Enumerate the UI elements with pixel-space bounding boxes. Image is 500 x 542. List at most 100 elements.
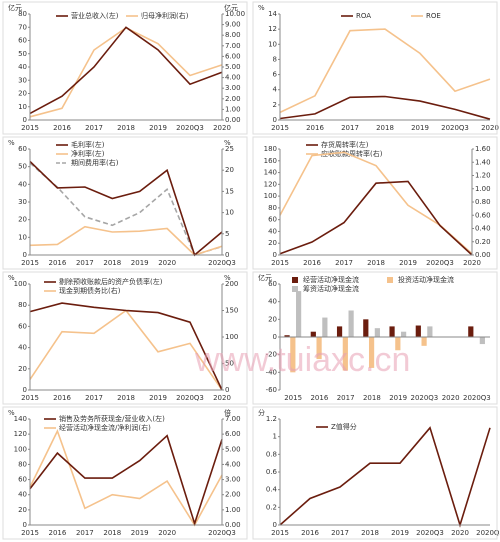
y2-tick-label: 1.60 (475, 145, 491, 153)
panel-frame (2, 136, 248, 270)
panel-frame (252, 406, 498, 540)
panel-frame (252, 1, 498, 135)
x-tick-label: 2019 (131, 259, 149, 267)
panel-frame (2, 271, 248, 405)
bar (389, 326, 395, 337)
x-tick-label: 2020Q3 (426, 259, 454, 267)
x-tick-label: 2020 (451, 529, 469, 537)
y2-tick-label: 0.60 (475, 211, 491, 219)
y-tick-label: 10 (18, 103, 27, 111)
x-tick-label: 2020 (158, 259, 176, 267)
x-tick-label: 2020Q3 (176, 124, 204, 132)
bar (374, 328, 380, 337)
bar (316, 337, 322, 360)
y2-tick-label: 7.00 (225, 415, 241, 423)
bar (427, 326, 433, 337)
x-tick-label: 2016 (49, 529, 67, 537)
x-tick-label: 2017 (76, 529, 94, 537)
bar (421, 337, 427, 346)
panel-frame (2, 1, 248, 135)
y2-tick-label: 8.00 (225, 31, 241, 39)
y-tick-label: 140 (14, 415, 27, 423)
y2-tick-label: 150 (225, 307, 238, 315)
y-tick-label: 0.6 (266, 468, 278, 476)
legend-label: 期间费用率(右) (71, 158, 119, 167)
y-tick-label: 40 (268, 298, 277, 306)
y2-tick-label: 0.00 (475, 251, 491, 259)
line-series (29, 225, 223, 256)
y-tick-label: 80 (18, 460, 27, 468)
x-tick-label: 2020Q3 (208, 259, 236, 267)
x-tick-label: 2015 (271, 529, 289, 537)
x-tick-label: 2020 (463, 259, 481, 267)
y-unit: 亿元 (258, 273, 272, 282)
line-series (29, 434, 223, 527)
y2-unit: % (224, 139, 231, 147)
x-tick-label: 2015 (21, 124, 39, 132)
line-series (279, 180, 473, 256)
y2-tick-label: 3.00 (225, 476, 241, 484)
legend-label: 投资活动净现金流 (398, 275, 454, 284)
y-tick-label: 100 (264, 192, 277, 200)
y2-tick-label: 10.00 (225, 10, 245, 18)
line-series (29, 162, 223, 256)
x-tick-label: 2015 (284, 394, 302, 402)
legend-label: ROA (356, 12, 371, 20)
y-tick-label: 40 (18, 63, 27, 71)
x-tick-label: 2017 (76, 259, 94, 267)
y2-tick-label: 1.00 (225, 506, 241, 514)
y-tick-label: 2 (273, 101, 277, 109)
x-tick-label: 2019 (411, 124, 429, 132)
x-tick-label: 2017 (85, 124, 103, 132)
y-tick-label: 20 (18, 365, 27, 373)
line-series (29, 26, 223, 115)
y2-tick-label: 4.00 (225, 74, 241, 82)
legend-label: 净利率(左) (71, 149, 105, 158)
bar (284, 335, 290, 337)
y2-tick-label: 100 (225, 333, 238, 341)
y2-tick-label: 3.00 (225, 84, 241, 92)
y2-tick-label: 5.00 (225, 445, 241, 453)
legend-label: 销售及劳务所获现金/营业收入(左) (59, 414, 165, 423)
y-unit: 分 (258, 408, 265, 417)
y-tick-label: 14 (268, 10, 277, 18)
y-tick-label: 50 (18, 163, 27, 171)
bar (348, 310, 354, 337)
line-series (279, 151, 473, 255)
legend-label: ROE (426, 12, 441, 20)
bar (368, 337, 375, 368)
y-tick-label: 0 (273, 251, 277, 259)
legend-label: 经营活动净现金流/净利润(右) (59, 423, 151, 432)
x-tick-label: 2016 (49, 259, 67, 267)
legend-label: 应收账款周转率(右) (321, 149, 383, 158)
y-tick-label: 0.2 (266, 503, 277, 511)
x-tick-label: 2015 (21, 259, 39, 267)
y-tick-label: 0 (23, 251, 27, 259)
y2-tick-label: 1.00 (225, 105, 241, 113)
y2-tick-label: 15 (225, 187, 234, 195)
y2-tick-label: 5 (225, 230, 229, 238)
legend-swatch (292, 277, 298, 283)
x-tick-label: 2020 (442, 394, 460, 402)
bar (415, 325, 421, 337)
y-tick-label: 0.8 (266, 450, 277, 458)
y-tick-label: 80 (268, 204, 277, 212)
y-tick-label: 180 (264, 145, 277, 153)
y2-tick-label: 2.00 (225, 491, 241, 499)
x-tick-label: 2015 (21, 394, 39, 402)
line-series (279, 426, 491, 528)
legend-label: 毛利率(左) (71, 140, 105, 149)
y2-tick-label: 0 (225, 251, 229, 259)
x-tick-label: 2020 (213, 124, 231, 132)
panel-frame (2, 406, 248, 540)
y-tick-label: 60 (268, 280, 277, 288)
y-unit: % (8, 274, 15, 282)
y2-tick-label: 1.40 (475, 158, 491, 166)
line-series (29, 26, 223, 118)
x-tick-label: 2015 (271, 124, 289, 132)
x-tick-label: 2020 (213, 394, 231, 402)
y-tick-label: 10 (268, 40, 277, 48)
x-tick-label: 2020Q3 (208, 529, 236, 537)
x-tick-label: 2015 (271, 259, 289, 267)
x-tick-label: 2019 (389, 394, 407, 402)
